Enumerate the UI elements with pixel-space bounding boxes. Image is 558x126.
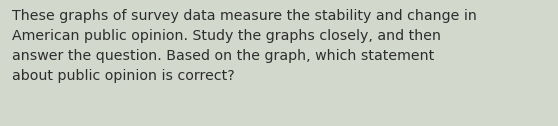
Text: These graphs of survey data measure the stability and change in
American public : These graphs of survey data measure the … [12,9,477,83]
